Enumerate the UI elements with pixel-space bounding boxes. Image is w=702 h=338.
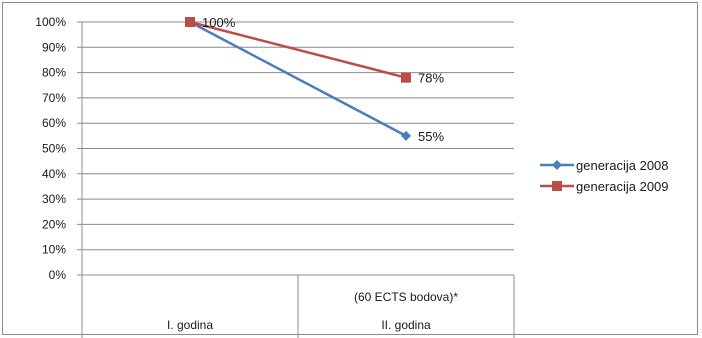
- y-tick-label: 30%: [42, 192, 66, 206]
- data-label: 100%: [202, 15, 236, 30]
- series-line: [189, 20, 407, 79]
- y-tick-label: 40%: [42, 167, 66, 181]
- legend-entry: generacija 2009: [576, 179, 669, 194]
- x-category-sublabel: (60 ECTS bodova)*: [354, 290, 458, 304]
- data-label: 78%: [418, 71, 444, 86]
- y-tick-label: 10%: [42, 243, 66, 257]
- chart-frame: [2, 2, 698, 335]
- legend-marker: [552, 160, 562, 170]
- series-line: [189, 20, 407, 137]
- y-tick-label: 80%: [42, 66, 66, 80]
- y-tick-label: 20%: [42, 217, 66, 231]
- y-tick-label: 100%: [35, 15, 66, 29]
- legend-marker: [552, 181, 562, 191]
- y-tick-label: 0%: [49, 268, 67, 282]
- data-point: [401, 72, 411, 83]
- y-tick-label: 70%: [42, 91, 66, 105]
- x-category-label: II. godina: [381, 318, 431, 332]
- data-label: 55%: [418, 129, 444, 144]
- y-tick-label: 90%: [42, 40, 66, 54]
- x-category-label: I. godina: [167, 318, 213, 332]
- data-point: [185, 17, 195, 27]
- legend-entry: generacija 2008: [576, 158, 669, 173]
- data-point: [401, 130, 411, 141]
- y-tick-label: 50%: [42, 142, 66, 156]
- y-tick-label: 60%: [42, 116, 66, 130]
